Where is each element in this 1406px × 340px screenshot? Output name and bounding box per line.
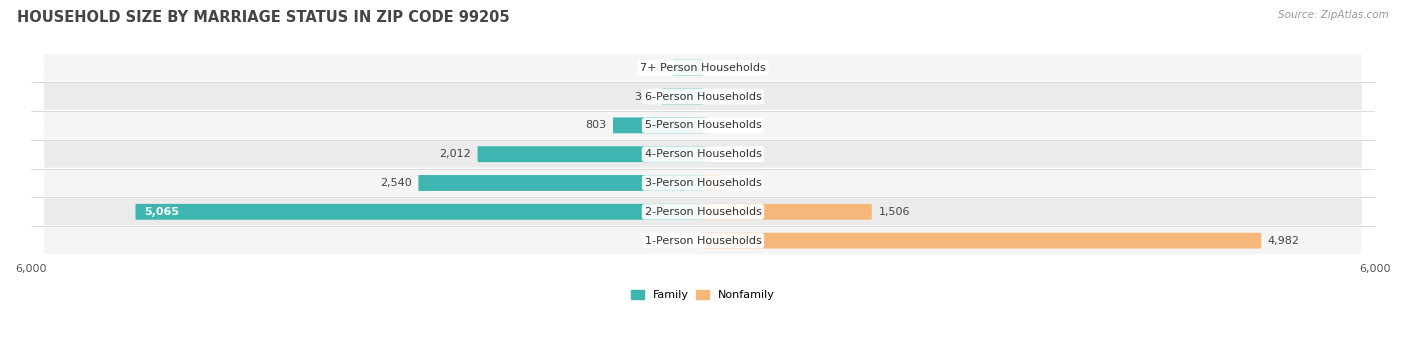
FancyBboxPatch shape (135, 204, 703, 220)
FancyBboxPatch shape (44, 227, 1362, 254)
Text: 5,065: 5,065 (145, 207, 180, 217)
FancyBboxPatch shape (662, 89, 703, 104)
Text: 365: 365 (634, 91, 655, 102)
Text: 1,506: 1,506 (879, 207, 910, 217)
Text: Source: ZipAtlas.com: Source: ZipAtlas.com (1278, 10, 1389, 20)
FancyBboxPatch shape (673, 60, 703, 76)
FancyBboxPatch shape (703, 204, 872, 220)
FancyBboxPatch shape (703, 146, 710, 162)
FancyBboxPatch shape (478, 146, 703, 162)
Text: 4,982: 4,982 (1268, 236, 1301, 245)
FancyBboxPatch shape (44, 170, 1362, 197)
Text: HOUSEHOLD SIZE BY MARRIAGE STATUS IN ZIP CODE 99205: HOUSEHOLD SIZE BY MARRIAGE STATUS IN ZIP… (17, 10, 509, 25)
FancyBboxPatch shape (703, 175, 723, 191)
Text: 7+ Person Households: 7+ Person Households (640, 63, 766, 73)
Text: 1-Person Households: 1-Person Households (644, 236, 762, 245)
Text: 170: 170 (728, 178, 749, 188)
FancyBboxPatch shape (703, 233, 1261, 249)
Text: 2-Person Households: 2-Person Households (644, 207, 762, 217)
FancyBboxPatch shape (44, 141, 1362, 168)
FancyBboxPatch shape (613, 117, 703, 133)
Text: 3-Person Households: 3-Person Households (644, 178, 762, 188)
FancyBboxPatch shape (44, 83, 1362, 110)
Text: 0: 0 (717, 63, 724, 73)
Text: 2,012: 2,012 (439, 149, 471, 159)
Text: 2,540: 2,540 (380, 178, 412, 188)
FancyBboxPatch shape (703, 117, 707, 133)
Text: 5-Person Households: 5-Person Households (644, 120, 762, 130)
Text: 40: 40 (714, 120, 728, 130)
Text: 4-Person Households: 4-Person Households (644, 149, 762, 159)
FancyBboxPatch shape (44, 112, 1362, 139)
FancyBboxPatch shape (44, 198, 1362, 225)
Text: 0: 0 (717, 91, 724, 102)
Legend: Family, Nonfamily: Family, Nonfamily (631, 290, 775, 300)
Text: 269: 269 (645, 63, 666, 73)
Text: 6-Person Households: 6-Person Households (644, 91, 762, 102)
FancyBboxPatch shape (419, 175, 703, 191)
Text: 57: 57 (716, 149, 730, 159)
Text: 803: 803 (585, 120, 606, 130)
FancyBboxPatch shape (44, 54, 1362, 81)
